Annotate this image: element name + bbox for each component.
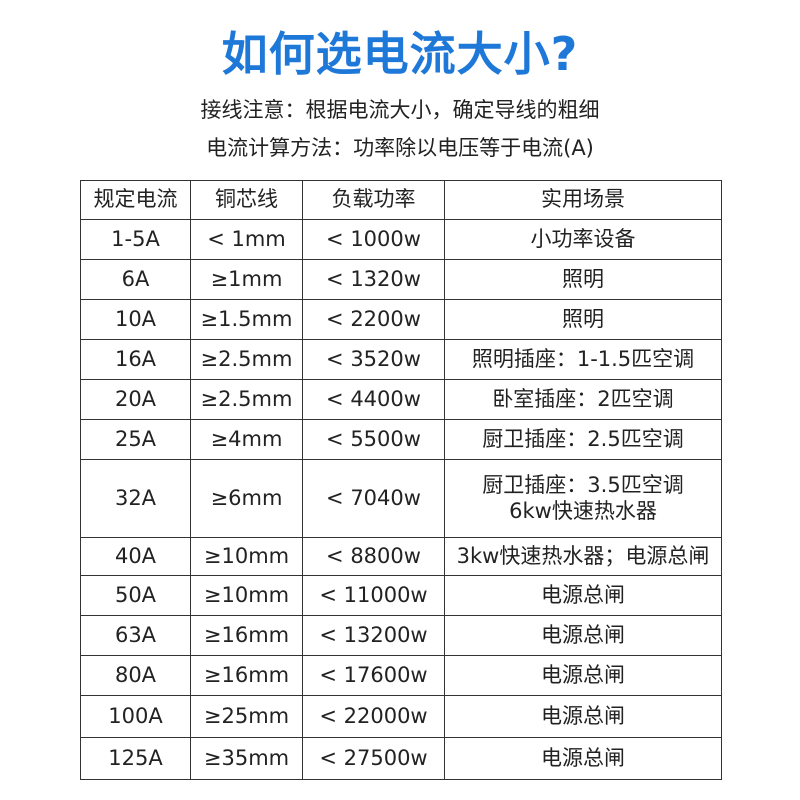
- current-selection-table: 规定电流 铜芯线 负载功率 实用场景 1-5A < 1mm < 1000w 小功率设备…: [80, 180, 722, 780]
- page-title: 如何选电流大小?: [221, 27, 579, 81]
- cell-rated-current: 40A: [80, 537, 191, 576]
- cell-rated-current: 63A: [80, 615, 191, 656]
- cell-rated-current: 80A: [80, 655, 191, 696]
- cell-usage-scenario: 电源总闸: [444, 575, 722, 616]
- cell-copper-wire: ≥10mm: [190, 537, 303, 576]
- header-copper-wire: 铜芯线: [190, 180, 303, 220]
- cell-load-power: < 5500w: [302, 419, 445, 460]
- cell-copper-wire: ≥16mm: [190, 615, 303, 656]
- table-row: 25A ≥4mm < 5500w 厨卫插座：2.5匹空调: [80, 419, 722, 460]
- cell-rated-current: 100A: [80, 695, 191, 738]
- table-row: 1-5A < 1mm < 1000w 小功率设备: [80, 219, 722, 260]
- table-row: 80A ≥16mm < 17600w 电源总闸: [80, 655, 722, 696]
- cell-usage-scenario: 厨卫插座：2.5匹空调: [444, 419, 722, 460]
- cell-copper-wire: < 1mm: [190, 219, 303, 260]
- cell-usage-scenario: 电源总闸: [444, 615, 722, 656]
- cell-usage-scenario: 电源总闸: [444, 695, 722, 738]
- cell-load-power: < 11000w: [302, 575, 445, 616]
- table-row: 32A ≥6mm < 7040w 厨卫插座：3.5匹空调 6kw快速热水器: [80, 459, 722, 538]
- table-row: 20A ≥2.5mm < 4400w 卧室插座：2匹空调: [80, 379, 722, 420]
- table-row: 40A ≥10mm < 8800w 3kw快速热水器；电源总闸: [80, 537, 722, 576]
- cell-usage-scenario: 小功率设备: [444, 219, 722, 260]
- cell-load-power: < 17600w: [302, 655, 445, 696]
- cell-usage-scenario: 照明插座：1-1.5匹空调: [444, 339, 722, 380]
- cell-load-power: < 22000w: [302, 695, 445, 738]
- wiring-note: 接线注意：根据电流大小，确定导线的粗细: [200, 98, 600, 122]
- cell-rated-current: 6A: [80, 259, 191, 300]
- cell-load-power: < 8800w: [302, 537, 445, 576]
- header-load-power: 负载功率: [302, 180, 445, 220]
- table-row: 6A ≥1mm < 1320w 照明: [80, 259, 722, 300]
- cell-copper-wire: ≥1mm: [190, 259, 303, 300]
- cell-usage-scenario: 电源总闸: [444, 655, 722, 696]
- table-row: 100A ≥25mm < 22000w 电源总闸: [80, 695, 722, 738]
- cell-rated-current: 10A: [80, 299, 191, 340]
- table-row: 63A ≥16mm < 13200w 电源总闸: [80, 615, 722, 656]
- cell-rated-current: 20A: [80, 379, 191, 420]
- cell-copper-wire: ≥16mm: [190, 655, 303, 696]
- table-row: 50A ≥10mm < 11000w 电源总闸: [80, 575, 722, 616]
- cell-usage-scenario: 厨卫插座：3.5匹空调 6kw快速热水器: [444, 459, 722, 538]
- header-rated-current: 规定电流: [80, 180, 191, 220]
- cell-copper-wire: ≥1.5mm: [190, 299, 303, 340]
- cell-copper-wire: ≥10mm: [190, 575, 303, 616]
- cell-rated-current: 50A: [80, 575, 191, 616]
- cell-rated-current: 32A: [80, 459, 191, 538]
- cell-rated-current: 25A: [80, 419, 191, 460]
- cell-usage-scenario: 照明: [444, 299, 722, 340]
- table-header-row: 规定电流 铜芯线 负载功率 实用场景: [80, 180, 722, 220]
- cell-load-power: < 3520w: [302, 339, 445, 380]
- cell-usage-scenario: 3kw快速热水器；电源总闸: [444, 537, 722, 576]
- cell-load-power: < 4400w: [302, 379, 445, 420]
- cell-load-power: < 1000w: [302, 219, 445, 260]
- cell-usage-scenario: 卧室插座：2匹空调: [444, 379, 722, 420]
- cell-rated-current: 1-5A: [80, 219, 191, 260]
- header-usage-scenario: 实用场景: [444, 180, 722, 220]
- cell-copper-wire: ≥35mm: [190, 737, 303, 780]
- table-row: 10A ≥1.5mm < 2200w 照明: [80, 299, 722, 340]
- cell-copper-wire: ≥6mm: [190, 459, 303, 538]
- cell-rated-current: 16A: [80, 339, 191, 380]
- cell-copper-wire: ≥2.5mm: [190, 339, 303, 380]
- cell-load-power: < 1320w: [302, 259, 445, 300]
- cell-usage-scenario: 电源总闸: [444, 737, 722, 780]
- cell-load-power: < 27500w: [302, 737, 445, 780]
- calculation-note: 电流计算方法：功率除以电压等于电流(A): [206, 136, 594, 160]
- table-row: 16A ≥2.5mm < 3520w 照明插座：1-1.5匹空调: [80, 339, 722, 380]
- cell-copper-wire: ≥25mm: [190, 695, 303, 738]
- cell-load-power: < 7040w: [302, 459, 445, 538]
- cell-copper-wire: ≥2.5mm: [190, 379, 303, 420]
- table-row: 125A ≥35mm < 27500w 电源总闸: [80, 737, 722, 780]
- cell-load-power: < 13200w: [302, 615, 445, 656]
- cell-load-power: < 2200w: [302, 299, 445, 340]
- cell-rated-current: 125A: [80, 737, 191, 780]
- cell-copper-wire: ≥4mm: [190, 419, 303, 460]
- cell-usage-scenario: 照明: [444, 259, 722, 300]
